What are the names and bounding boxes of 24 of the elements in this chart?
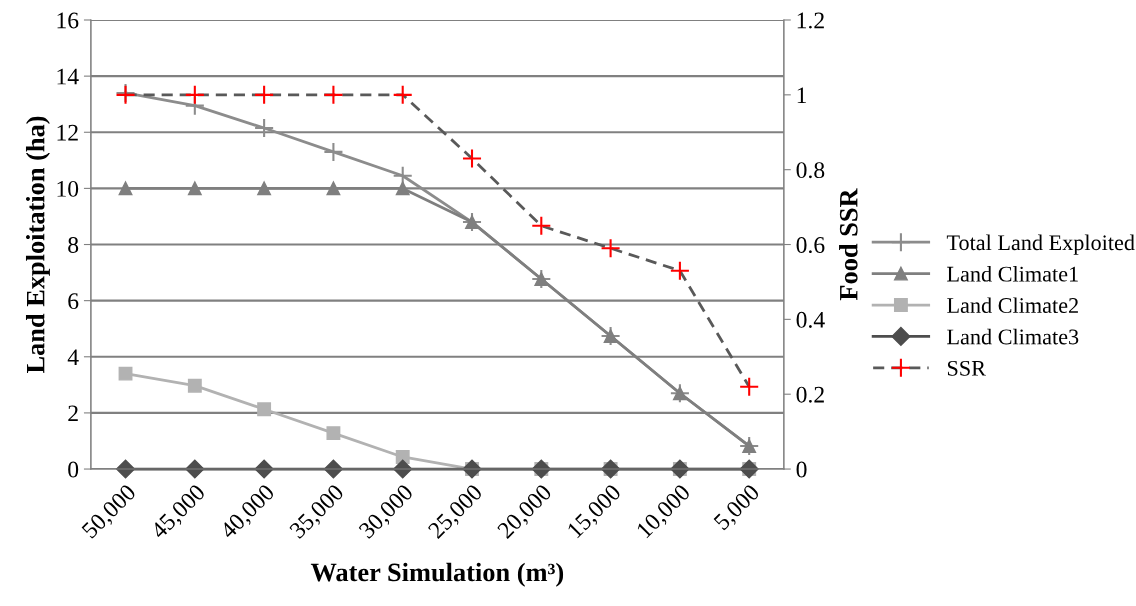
y2-tick-label: 0.4 (796, 311, 825, 328)
legend-label: Land Climate3 (947, 328, 1079, 345)
legend-label: Total Land Exploited (946, 234, 1135, 255)
y-tick-label: 12 (57, 124, 78, 141)
y2-tick-label: 0 (796, 461, 807, 478)
y2-tick-label: 0.6 (796, 237, 825, 254)
legend-label: Land Climate1 (947, 265, 1078, 282)
y-tick-label: 14 (57, 68, 79, 85)
legend-label: SSR (947, 360, 986, 376)
y-tick-label: 16 (57, 12, 79, 29)
y-tick-label: 4 (67, 349, 79, 365)
y2-tick-label: 0.2 (796, 386, 824, 403)
y-tick-label: 10 (57, 180, 79, 197)
y-tick-label: 6 (68, 293, 79, 310)
y2-axis-title: Food SSR (839, 188, 858, 301)
y2-tick-label: 1 (797, 87, 807, 104)
y-tick-label: 0 (68, 461, 79, 478)
y-tick-label: 8 (68, 237, 79, 253)
y-tick-label: 2 (68, 405, 78, 422)
legend-label: Land Climate2 (947, 297, 1078, 314)
y2-tick-label: 0.8 (796, 162, 825, 179)
y2-tick-label: 1.2 (797, 12, 824, 29)
x-axis-title: Water Simulation (m³) (310, 562, 564, 587)
y-axis-title: Land Exploitation (ha) (25, 116, 50, 374)
